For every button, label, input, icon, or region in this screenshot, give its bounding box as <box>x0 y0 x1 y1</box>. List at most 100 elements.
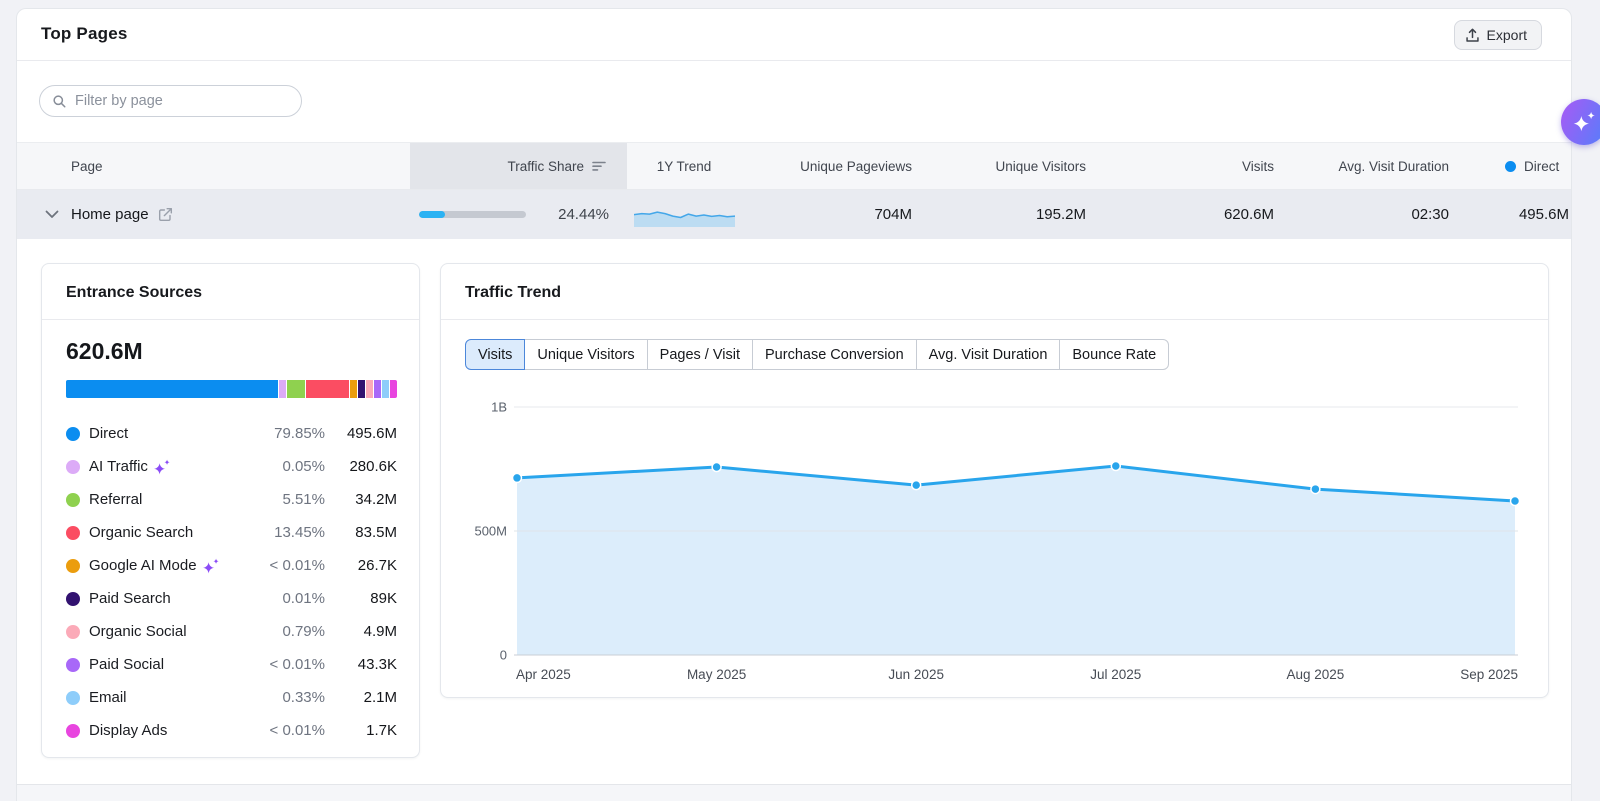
filter-box <box>39 85 302 117</box>
bar-segment-organic-search <box>305 380 349 398</box>
tab-bounce-rate[interactable]: Bounce Rate <box>1059 339 1170 370</box>
ai-sparkle-icon <box>153 459 170 474</box>
column-header-direct[interactable]: Direct <box>1505 143 1559 189</box>
legend-dot-icon <box>66 426 80 441</box>
avg-visit-duration-value: 02:30 <box>1411 206 1449 223</box>
column-header-1y-trend[interactable]: 1Y Trend <box>656 158 712 174</box>
svg-text:0: 0 <box>500 648 507 663</box>
table-row[interactable]: Home page 24.44% 704M 195.2M 620.6M 02:3… <box>17 190 1571 239</box>
legend-label: Google AI Mode <box>89 557 197 574</box>
legend-value: 495.6M <box>346 425 397 442</box>
legend-item-referral: Referral 5.51% 34.2M <box>66 483 397 516</box>
legend-item-paid-social: Paid Social < 0.01% 43.3K <box>66 648 397 681</box>
svg-text:Apr 2025: Apr 2025 <box>516 667 571 682</box>
entrance-sources-panel: Entrance Sources 620.6M Direct 79.85% 495.… <box>41 263 420 758</box>
bar-segment-email <box>381 380 389 398</box>
svg-text:Sep 2025: Sep 2025 <box>1460 667 1518 682</box>
legend-label: Paid Search <box>89 590 171 607</box>
unique-visitors-value: 195.2M <box>1035 206 1086 223</box>
sparkles-icon <box>1573 111 1595 132</box>
bar-segment-display-ads <box>389 380 397 398</box>
legend-dot-icon <box>66 690 80 705</box>
legend-value: 280.6K <box>349 458 397 475</box>
traffic-trend-title: Traffic Trend <box>465 284 562 301</box>
svg-text:Aug 2025: Aug 2025 <box>1286 667 1344 682</box>
entrance-sources-title: Entrance Sources <box>66 284 203 301</box>
column-header-unique-pageviews[interactable]: Unique Pageviews <box>800 158 912 174</box>
direct-value: 495.6M <box>1518 206 1569 223</box>
tab-visits[interactable]: Visits <box>465 339 526 370</box>
column-header-page[interactable]: Page <box>71 158 103 174</box>
legend-item-organic-search: Organic Search 13.45% 83.5M <box>66 516 397 549</box>
legend-percent: < 0.01% <box>269 557 325 574</box>
ai-assistant-button[interactable] <box>1561 99 1600 145</box>
legend-label: Display Ads <box>89 722 168 739</box>
legend-dot-icon <box>66 591 80 606</box>
bar-segment-organic-social <box>365 380 373 398</box>
legend-dot-icon <box>66 558 80 573</box>
entrance-sources-stacked-bar <box>66 380 397 398</box>
bar-segment-direct <box>66 380 278 398</box>
section-divider <box>17 784 1571 785</box>
legend-value: 26.7K <box>357 557 397 574</box>
legend-dot-icon <box>66 657 80 672</box>
legend-dot-icon <box>66 723 80 738</box>
external-link-icon[interactable] <box>158 207 173 222</box>
tab-purchase-conversion[interactable]: Purchase Conversion <box>752 339 917 370</box>
unique-pageviews-value: 704M <box>874 206 912 223</box>
traffic-trend-panel: Traffic Trend Visits Unique Visitors Pages… <box>440 263 1549 698</box>
legend-percent: 5.51% <box>282 491 325 508</box>
legend-value: 43.3K <box>357 656 397 673</box>
legend-label: Organic Social <box>89 623 187 640</box>
column-header-unique-visitors[interactable]: Unique Visitors <box>995 158 1086 174</box>
next-section-strip <box>17 785 1571 801</box>
divider <box>441 319 1548 320</box>
trend-sparkline <box>634 190 735 239</box>
legend-value: 1.7K <box>366 722 397 739</box>
legend-percent: 0.05% <box>282 458 325 475</box>
export-label: Export <box>1486 27 1527 43</box>
legend-value: 83.5M <box>355 524 397 541</box>
legend-item-display-ads: Display Ads < 0.01% 1.7K <box>66 714 397 747</box>
metric-tabs: Visits Unique Visitors Pages / Visit Purcha… <box>465 339 1170 370</box>
tab-avg-visit-duration[interactable]: Avg. Visit Duration <box>915 339 1061 370</box>
legend-label: Organic Search <box>89 524 194 541</box>
column-header-direct-label: Direct <box>1524 158 1560 174</box>
legend-item-email: Email 0.33% 2.1M <box>66 681 397 714</box>
bar-segment-paid-search <box>357 380 365 398</box>
traffic-share-value: 24.44% <box>558 206 609 223</box>
legend-item-google-ai-mode: Google AI Mode < 0.01% 26.7K <box>66 549 397 582</box>
filter-input[interactable] <box>75 93 289 109</box>
table-header: Page Traffic Share 1Y Trend Unique Pagev… <box>17 142 1571 190</box>
legend-item-ai-traffic: AI Traffic 0.05% 280.6K <box>66 450 397 483</box>
traffic-share-bar <box>419 211 526 218</box>
legend-dot-icon <box>66 459 80 474</box>
top-pages-card: Top Pages Export Page Traffic Shar <box>16 8 1572 801</box>
traffic-trend-chart: 0 500M 1B Apr 2025 May 2025 Jun 2025 Jul 2025 A… <box>474 400 1521 682</box>
tab-unique-visitors[interactable]: Unique Visitors <box>524 339 648 370</box>
legend-label: Referral <box>89 491 143 508</box>
sort-descending-icon[interactable] <box>592 143 606 189</box>
bar-segment-paid-social <box>373 380 381 398</box>
legend-percent: 79.85% <box>274 425 325 442</box>
row-expand-chevron[interactable] <box>45 190 59 239</box>
legend-percent: 0.01% <box>282 590 325 607</box>
entrance-sources-legend: Direct 79.85% 495.6M AI Traffic 0.05% 280.6K R… <box>66 417 397 747</box>
legend-item-direct: Direct 79.85% 495.6M <box>66 417 397 450</box>
column-header-visits[interactable]: Visits <box>1241 158 1274 174</box>
legend-label: Paid Social <box>89 656 165 673</box>
legend-label: Email <box>89 689 127 706</box>
sorted-column-highlight <box>410 143 627 189</box>
column-header-traffic-share[interactable]: Traffic Share <box>507 158 584 174</box>
export-button[interactable]: Export <box>1453 20 1542 50</box>
column-header-avg-visit-duration[interactable]: Avg. Visit Duration <box>1338 158 1449 174</box>
legend-value: 2.1M <box>363 689 397 706</box>
bar-segment-referral <box>286 380 305 398</box>
legend-percent: < 0.01% <box>269 656 325 673</box>
bar-segment-google-ai-mode <box>349 380 357 398</box>
export-icon <box>1465 28 1480 43</box>
tab-pages-visit[interactable]: Pages / Visit <box>646 339 753 370</box>
legend-item-organic-social: Organic Social 0.79% 4.9M <box>66 615 397 648</box>
svg-text:May 2025: May 2025 <box>687 667 746 682</box>
